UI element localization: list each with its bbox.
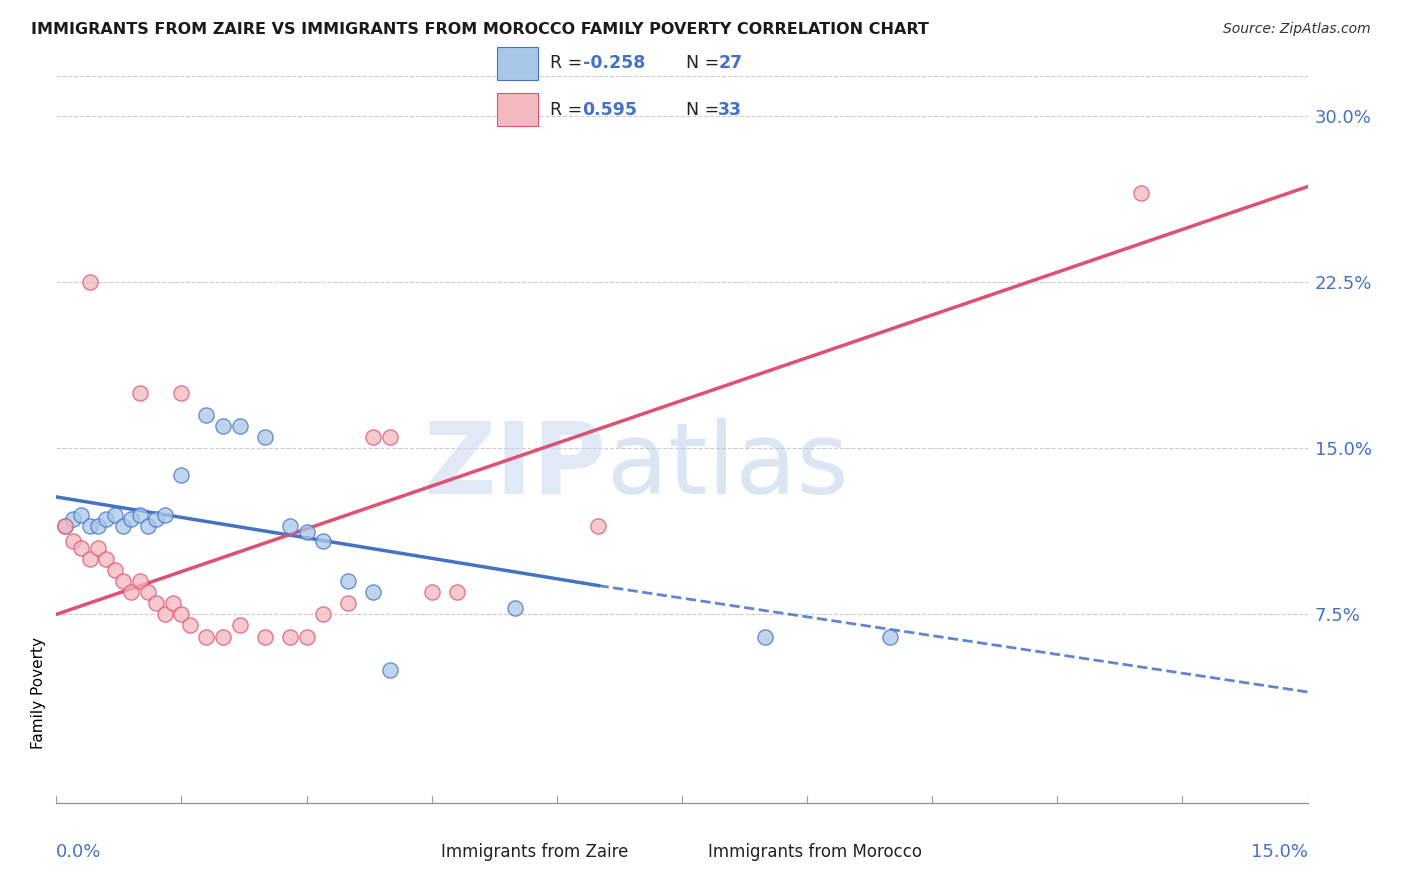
Point (361, 585, 384, 599)
Text: ZIP: ZIP (425, 417, 607, 515)
Text: Source: ZipAtlas.com: Source: ZipAtlas.com (1223, 22, 1371, 37)
Point (170, 385, 193, 400)
Text: N =: N = (686, 101, 724, 119)
Point (446, 585, 468, 599)
Point (503, 600, 526, 615)
Point (96, 512, 118, 526)
FancyBboxPatch shape (496, 47, 538, 79)
Point (212, 630, 235, 644)
Point (104, 508, 127, 522)
Point (62, 534, 84, 549)
Point (136, 518, 159, 533)
Point (153, 508, 176, 522)
Text: Immigrants from Zaire: Immigrants from Zaire (440, 843, 628, 861)
Point (120, 512, 142, 526)
Point (70, 508, 93, 522)
Point (1129, 186, 1152, 201)
Text: 15.0%: 15.0% (1250, 843, 1308, 861)
Point (253, 630, 276, 644)
Point (229, 419, 252, 434)
Point (295, 630, 318, 644)
Text: atlas: atlas (607, 417, 848, 515)
Text: -0.258: -0.258 (582, 54, 645, 72)
Point (96, 552, 118, 566)
Point (337, 596, 360, 610)
Point (70, 541, 93, 555)
Point (879, 630, 901, 644)
Text: 27: 27 (718, 54, 742, 72)
Point (62, 512, 84, 526)
Point (111, 574, 134, 589)
Point (128, 508, 150, 522)
Point (162, 596, 184, 610)
Point (87, 541, 110, 555)
Point (278, 630, 301, 644)
Point (229, 618, 252, 632)
Text: 0.0%: 0.0% (56, 843, 101, 861)
Point (153, 607, 176, 622)
Text: 0.595: 0.595 (582, 101, 637, 119)
Point (588, 518, 610, 533)
Point (128, 574, 150, 589)
Point (87, 518, 110, 533)
Point (170, 467, 193, 482)
Point (145, 512, 167, 526)
Point (120, 585, 142, 599)
Point (195, 408, 218, 422)
Point (420, 585, 443, 599)
Point (312, 534, 335, 549)
Text: Immigrants from Morocco: Immigrants from Morocco (709, 843, 922, 861)
Text: R =: R = (550, 101, 588, 119)
Point (312, 607, 335, 622)
Point (378, 663, 401, 677)
FancyBboxPatch shape (496, 93, 538, 126)
Text: Family Poverty: Family Poverty (31, 637, 46, 749)
Point (253, 430, 276, 444)
Point (111, 518, 134, 533)
Point (136, 585, 159, 599)
Point (79, 275, 101, 289)
Point (79, 552, 101, 566)
Point (337, 574, 360, 589)
Text: N =: N = (686, 54, 724, 72)
Point (754, 630, 776, 644)
Point (53, 518, 76, 533)
Point (170, 607, 193, 622)
Point (278, 518, 301, 533)
Point (53, 518, 76, 533)
Text: 33: 33 (718, 101, 742, 119)
Point (195, 630, 218, 644)
Text: IMMIGRANTS FROM ZAIRE VS IMMIGRANTS FROM MOROCCO FAMILY POVERTY CORRELATION CHAR: IMMIGRANTS FROM ZAIRE VS IMMIGRANTS FROM… (31, 22, 929, 37)
Point (361, 430, 384, 444)
Point (145, 596, 167, 610)
Point (128, 385, 150, 400)
Point (378, 430, 401, 444)
Point (212, 419, 235, 434)
Point (79, 518, 101, 533)
Text: R =: R = (550, 54, 588, 72)
Point (179, 618, 201, 632)
Point (295, 525, 318, 540)
Point (104, 563, 127, 577)
